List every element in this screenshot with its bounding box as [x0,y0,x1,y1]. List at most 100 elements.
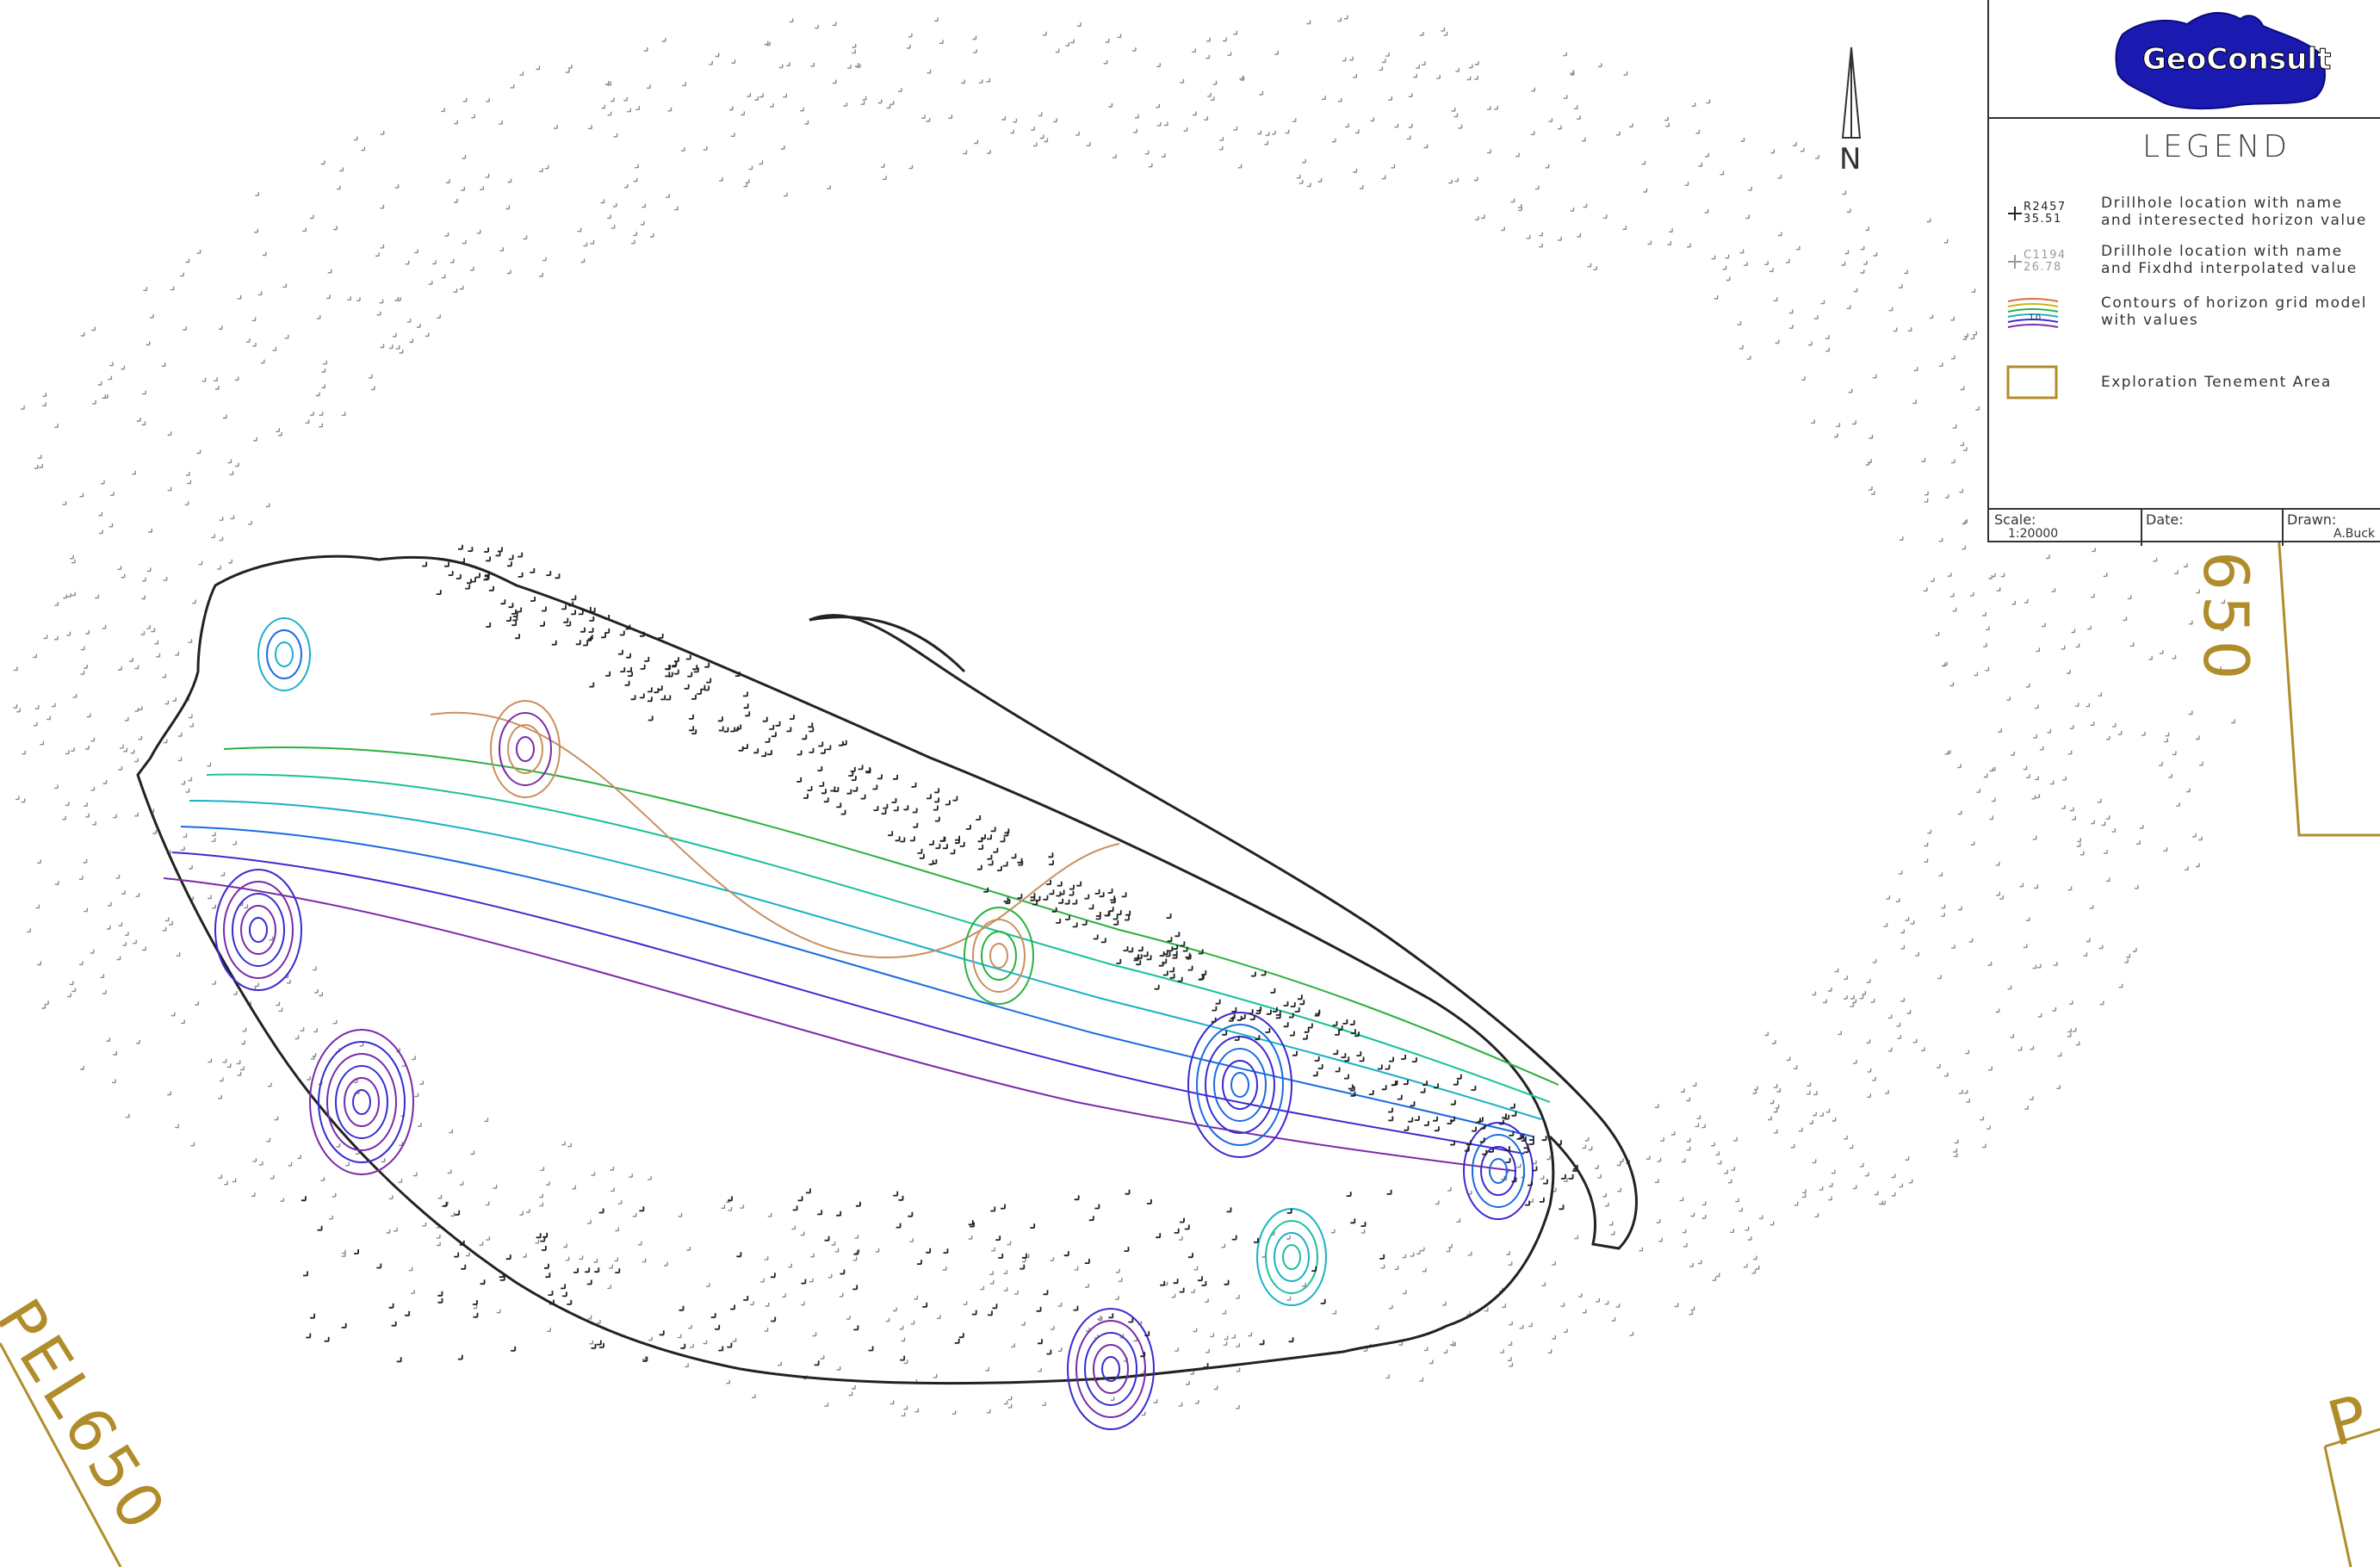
drillhole-cross-icon [1715,1273,1720,1278]
drillhole-cross-icon [1359,185,1364,189]
drillhole-cross-icon [1743,1263,1748,1268]
drillhole-cross-icon [1844,1135,1848,1140]
drillhole-cross-icon [1954,1139,1959,1144]
drillhole-cross-icon [605,671,611,677]
drillhole-cross-icon [631,239,635,245]
drillhole-cross-icon [623,183,629,189]
drillhole-cross-icon [810,62,815,67]
drillhole-cross-icon [1643,188,1648,193]
drillhole-cross-icon [641,1356,647,1360]
drillhole-cross-icon [1183,127,1188,132]
drillhole-cross-icon [118,666,122,671]
drillhole-cross-icon [1887,1047,1893,1052]
drillhole-cross-icon [219,1077,224,1082]
drillhole-cross-icon [934,17,939,22]
drillhole-cross-icon [376,311,381,316]
drillhole-cross-icon [462,154,467,159]
drillhole-cross-icon [987,834,992,840]
drillhole-cross-icon [1388,96,1392,101]
drillhole-cross-icon [1005,899,1011,905]
drillhole-cross-icon [167,486,172,492]
contour-ring [499,712,552,786]
drillhole-cross-icon [332,1019,338,1025]
drillhole-cross-icon [1248,1332,1253,1337]
drillhole-cross-icon [1254,1237,1259,1243]
drillhole-cross-icon [1577,1293,1583,1298]
drillhole-cross-icon [1283,1022,1289,1028]
drillhole-cross-icon [1466,1140,1472,1146]
drillhole-cross-icon [1559,1205,1565,1211]
drillhole-cross-icon [563,1243,567,1248]
drillhole-cross-icon [1423,1347,1429,1352]
drillhole-cross-icon [1014,1290,1019,1295]
drillhole-cross-icon [1113,920,1119,926]
drillhole-cross-icon [1173,1279,1179,1285]
drillhole-cross-icon [1303,1034,1308,1040]
drillhole-cross-icon [1893,327,1898,332]
drillhole-cross-icon [1286,1208,1292,1214]
drillhole-cross-icon [2105,735,2110,740]
legend-panel: GeoConsult LEGEND R2457 35.51 Drillhole … [1987,0,2380,546]
drillhole-cross-icon [1391,164,1396,169]
drillhole-cross-icon [588,125,592,130]
drillhole-cross-icon [2025,917,2030,921]
drillhole-cross-icon [1737,321,1742,325]
drillhole-cross-icon [673,657,679,663]
drillhole-cross-icon [320,160,325,165]
drillhole-cross-icon [1250,971,1256,977]
drillhole-cross-icon [1596,1298,1600,1303]
drillhole-cross-icon [437,1242,441,1247]
contour-ring [1101,1356,1120,1382]
drillhole-cross-icon [1639,1247,1644,1252]
drillhole-cross-icon [386,1229,391,1234]
drillhole-cross-icon [302,227,307,232]
drillhole-cross-icon [2052,1006,2057,1012]
drillhole-cross-icon [648,1176,652,1180]
drillhole-cross-icon [1429,1360,1434,1365]
drillhole-cross-icon [604,81,610,85]
drillhole-cross-icon [523,1254,527,1258]
drillhole-cross-icon [824,1403,829,1407]
drillhole-cross-icon [2127,595,2132,600]
drillhole-cross-icon [142,390,146,395]
drillhole-cross-icon [1423,144,1429,149]
drillhole-cross-icon [618,649,623,655]
drillhole-cross-icon [700,684,706,691]
drillhole-cross-icon [1841,262,1846,266]
drillhole-cross-icon [1017,894,1023,899]
contour-ring [1480,1146,1516,1196]
drillhole-cross-icon [2035,776,2039,781]
contour-ring [249,917,268,943]
drillhole-cross-icon [266,1137,271,1143]
drillhole-cross-icon [1915,951,1919,957]
drillhole-cross-icon [2089,905,2094,909]
drillhole-cross-icon [1030,895,1036,901]
drillhole-cross-icon [2090,722,2095,726]
drillhole-cross-icon [640,220,645,226]
drillhole-cross-icon [437,314,441,319]
drillhole-cross-icon [807,786,813,791]
drillhole-cross-icon [332,1192,337,1198]
drillhole-cross-icon [414,249,418,254]
drillhole-cross-icon [1175,1347,1179,1352]
drillhole-cross-icon [858,765,864,771]
drillhole-cross-icon [1377,1064,1383,1070]
contour-ring [507,724,543,774]
drillhole-cross-icon [2030,1096,2034,1100]
drillhole-cross-icon [1508,1261,1513,1266]
drillhole-light-cross-icon: C1194 26.78 [2006,243,2067,281]
drillhole-cross-icon [891,798,897,803]
drillhole-cross-icon [572,1185,576,1190]
drillhole-cross-icon [1249,1015,1255,1020]
drillhole-cross-icon [1171,1293,1176,1298]
drillhole-cross-icon [2159,761,2163,766]
drillhole-cross-icon [1076,881,1082,887]
drillhole-cross-icon [1900,929,1905,934]
drillhole-cross-icon: R2457 35.51 [2006,195,2067,232]
drillhole-cross-icon [1148,163,1153,168]
drillhole-cross-icon [449,1129,454,1134]
drillhole-cross-icon [284,334,289,339]
drillhole-cross-icon [748,165,753,170]
drillhole-cross-icon [1664,116,1669,121]
drillhole-cross-icon [399,1142,403,1146]
